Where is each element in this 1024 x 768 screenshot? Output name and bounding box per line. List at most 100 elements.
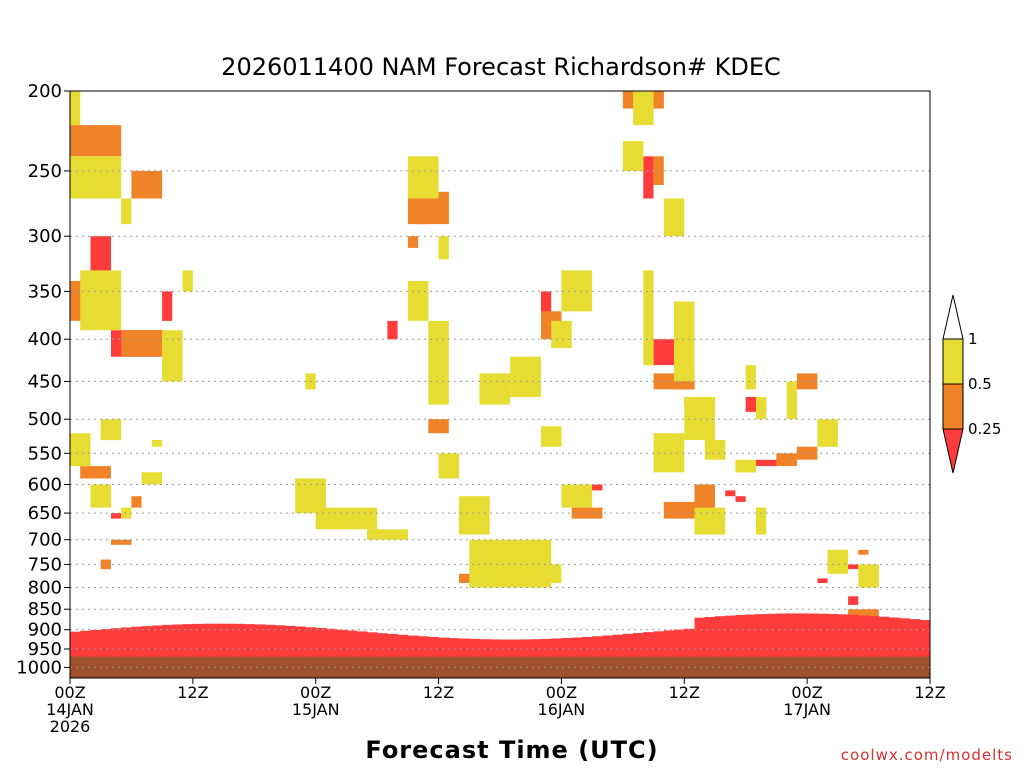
boundary-layer-cell: [80, 630, 91, 657]
boundary-layer-cell: [377, 633, 388, 657]
ri-cell-2: [510, 356, 541, 397]
boundary-layer-cell: [878, 616, 890, 657]
ytick-label-250: 250: [28, 161, 62, 182]
boundary-layer-cell: [909, 619, 921, 657]
ytick-label-850: 850: [28, 599, 62, 620]
ri-cell-2: [428, 320, 449, 405]
ri-cell-2: [182, 270, 193, 292]
ri-cell-2: [633, 91, 654, 126]
ri-cell-1: [121, 330, 163, 357]
ri-cell-2: [70, 91, 81, 126]
boundary-layer-cell: [448, 638, 460, 657]
boundary-layer-cell: [704, 617, 716, 657]
ri-cell-1: [131, 170, 163, 199]
ri-cell-0: [387, 320, 398, 340]
ytick-label-350: 350: [28, 281, 62, 302]
y-axis-ticks: 200 250 300 350 400 450 500 550 600 650 700 750 8008…: [16, 81, 70, 678]
boundary-layer-cell: [633, 633, 644, 657]
ri-cell-2: [817, 419, 838, 447]
ri-cell-2: [366, 529, 408, 540]
ri-cell-0: [725, 490, 736, 497]
ri-cell-2: [561, 484, 593, 508]
boundary-layer-cell: [172, 624, 184, 657]
xtick-label-3-0: 12Z: [423, 683, 454, 702]
ri-cell-2: [121, 198, 132, 225]
ytick-label-700: 700: [28, 530, 62, 551]
boundary-layer-cell: [162, 624, 173, 657]
boundary-layer-cell: [203, 623, 214, 657]
ri-cell-2: [653, 433, 685, 473]
colorbar-bin-orange: [942, 383, 964, 430]
xtick-label-5-0: 12Z: [669, 683, 700, 702]
boundary-layer-cell: [796, 613, 808, 657]
ri-cell-1: [663, 501, 695, 519]
boundary-layer-cell: [622, 633, 634, 657]
ri-cell-2: [694, 507, 726, 535]
ri-cell-1: [796, 446, 818, 460]
ytick-label-1000: 1000: [16, 657, 62, 678]
ri-cell-2: [121, 507, 132, 519]
boundary-layer-cell: [837, 614, 849, 657]
boundary-layer-cell: [756, 614, 767, 657]
boundary-layer-cell: [530, 639, 542, 657]
boundary-layer-cell: [346, 630, 358, 657]
boundary-layer-cell: [90, 629, 102, 657]
ri-cell-2: [70, 156, 122, 199]
boundary-layer-cell: [592, 636, 603, 657]
ri-cell-1: [100, 559, 111, 570]
boundary-layer-cell: [479, 639, 491, 657]
xtick-label-0-0: 00Z: [54, 683, 85, 702]
xtick-label-4-0: 00Z: [546, 683, 577, 702]
colorbar-label-0p5: 0.5: [968, 375, 992, 393]
boundary-layer-cell: [541, 638, 552, 657]
ri-cell-2: [100, 419, 122, 441]
ytick-label-500: 500: [28, 409, 62, 430]
boundary-layer-cell: [694, 617, 706, 657]
boundary-layer-cell: [571, 637, 583, 657]
boundary-layer-cell: [233, 623, 245, 657]
boundary-layer-cell: [551, 638, 562, 657]
credit-link[interactable]: coolwx.com/modelts: [841, 746, 1013, 764]
boundary-layer-cell: [612, 634, 624, 657]
boundary-layer-cell: [100, 629, 112, 657]
ri-cell-1: [776, 453, 797, 467]
boundary-layer-cell: [213, 623, 224, 657]
boundary-layer-cell: [285, 625, 296, 657]
xtick-label-6-1: 17JAN: [783, 700, 831, 719]
boundary-layer-cell: [428, 637, 439, 657]
boundary-layer-cell: [766, 613, 777, 657]
ytick-label-200: 200: [28, 81, 62, 102]
ri-cell-2: [479, 373, 511, 405]
boundary-layer-cell: [305, 627, 317, 657]
ri-cell-1: [428, 419, 449, 434]
boundary-layer-cell: [715, 616, 726, 657]
boundary-layer-cell: [192, 623, 204, 657]
boundary-layer-cell: [489, 639, 501, 657]
ri-cell-2: [827, 549, 849, 574]
boundary-layer-cell: [807, 613, 818, 657]
ri-cell-2: [756, 507, 767, 535]
ytick-label-600: 600: [28, 475, 62, 496]
boundary-layer-cell: [356, 631, 368, 657]
boundary-layer-cell: [469, 638, 480, 657]
ri-cell-2: [622, 141, 644, 171]
boundary-layer-cell: [295, 626, 306, 657]
ri-cell-1: [111, 539, 132, 545]
ytick-label-450: 450: [28, 371, 62, 392]
ri-cell-1: [694, 484, 715, 514]
ri-cell-2: [438, 453, 460, 479]
boundary-layer-cell: [725, 615, 736, 657]
ri-cell-2: [756, 397, 767, 420]
ytick-label-550: 550: [28, 443, 62, 464]
ri-cell-2: [315, 507, 378, 530]
boundary-layer-cell: [602, 635, 614, 657]
xtick-label-7-0: 12Z: [914, 683, 945, 702]
boundary-layer-cell: [315, 628, 327, 657]
ri-cell-2: [530, 564, 562, 583]
ri-cell-2: [858, 564, 879, 588]
ri-cell-2: [407, 281, 429, 321]
boundary-layer-cell: [510, 639, 521, 657]
xtick-label-0-1: 14JAN: [46, 700, 94, 719]
ri-cell-1: [80, 466, 111, 479]
